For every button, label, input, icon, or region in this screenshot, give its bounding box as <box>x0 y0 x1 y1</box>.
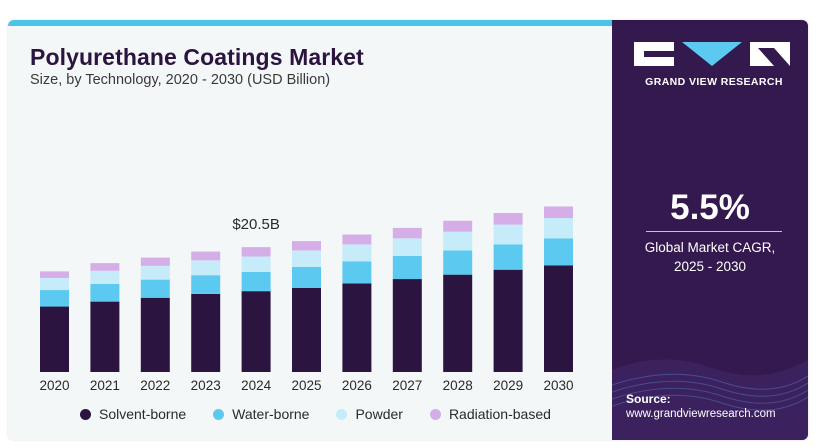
bar-2022-water-borne <box>140 279 170 298</box>
bar-2029-water-borne <box>493 244 523 270</box>
x-tick-label-2029: 2029 <box>493 378 523 393</box>
bar-2023-radiation-based <box>191 251 221 261</box>
bar-2026-powder <box>342 244 372 262</box>
bar-2025-solvent-borne <box>292 287 321 372</box>
x-tick-label-2024: 2024 <box>241 378 272 393</box>
bar-2028-solvent-borne <box>443 274 473 372</box>
legend-swatch-powder <box>336 408 348 420</box>
x-tick-label-2020: 2020 <box>39 378 69 393</box>
bar-2023-water-borne <box>191 275 221 294</box>
cagr-label-line1: Global Market CAGR, <box>644 240 776 255</box>
stacked-bar-chart: 2020 2021 2022 2023 2024 $20.5B 2025 2026 2027 20… <box>39 206 574 393</box>
bar-2020-radiation-based <box>40 271 69 278</box>
brand-name: GRAND VIEW RESEARCH <box>645 76 783 88</box>
bar-2025-radiation-based <box>292 241 321 251</box>
x-tick-label-2026: 2026 <box>342 378 372 393</box>
legend-item-solvent-borne: Solvent-borne <box>80 406 186 422</box>
bar-2030-water-borne <box>544 238 573 266</box>
bar-2026-water-borne <box>342 261 372 284</box>
legend-label-water-borne: Water-borne <box>232 406 310 422</box>
legend-item-powder: Powder <box>336 406 403 422</box>
bar-2028-powder <box>443 231 473 251</box>
bar-2024-solvent-borne <box>241 291 271 372</box>
bar-2025-powder <box>292 250 321 267</box>
bar-2020-solvent-borne <box>40 306 69 372</box>
legend-label-radiation-based: Radiation-based <box>448 406 551 422</box>
bar-2024-water-borne <box>241 271 271 292</box>
source-label: Source: <box>626 392 671 406</box>
bar-2026-radiation-based <box>342 234 372 245</box>
x-tick-label-2030: 2030 <box>543 378 573 393</box>
bar-2021-water-borne <box>90 284 120 302</box>
cagr-label: Global Market CAGR, 2025 - 2030 <box>612 238 808 276</box>
bar-2027-solvent-borne <box>392 279 422 372</box>
chart-legend: Solvent-borne Water-borne Powder Radiati… <box>80 406 578 422</box>
bar-2022-solvent-borne <box>140 297 170 372</box>
bar-2022-radiation-based <box>140 257 170 266</box>
bar-2029-solvent-borne <box>493 269 523 372</box>
legend-swatch-water-borne <box>213 408 225 420</box>
bar-2030-powder <box>544 218 573 239</box>
decorative-wave <box>612 359 808 440</box>
bar-2024-powder <box>241 256 271 272</box>
legend-item-radiation-based: Radiation-based <box>429 406 551 422</box>
bar-2021-radiation-based <box>90 263 120 271</box>
bar-2024-radiation-based <box>241 247 271 257</box>
chart-subtitle: Size, by Technology, 2020 - 2030 (USD Bi… <box>30 72 331 88</box>
legend-label-powder: Powder <box>355 406 403 422</box>
bar-2020-powder <box>40 277 69 291</box>
report-card: Polyurethane Coatings Market Size, by Te… <box>8 20 808 440</box>
sidebar-panel: GRAND VIEW RESEARCH 5.5% Global Market C… <box>612 20 808 440</box>
legend-label-solvent-borne: Solvent-borne <box>99 406 187 422</box>
legend-swatch-radiation-based <box>429 408 441 420</box>
bar-2029-powder <box>493 224 523 245</box>
legend-swatch-solvent-borne <box>80 408 91 420</box>
legend-item-water-borne: Water-borne <box>213 406 309 422</box>
source-link[interactable]: www.grandviewresearch.com <box>626 408 776 420</box>
x-tick-label-2027: 2027 <box>392 378 422 393</box>
bar-2023-solvent-borne <box>191 293 221 372</box>
x-tick-label-2023: 2023 <box>191 378 221 393</box>
x-tick-label-2021: 2021 <box>90 378 120 393</box>
cagr-value: 5.5% <box>670 188 750 227</box>
bar-2029-radiation-based <box>493 213 523 225</box>
bar-2020-water-borne <box>40 290 69 307</box>
bar-annotation-2024: $20.5B <box>232 216 280 233</box>
accent-bar <box>8 20 612 26</box>
bar-2026-solvent-borne <box>342 283 372 372</box>
cagr-label-line2: 2025 - 2030 <box>673 259 747 274</box>
chart-panel: Polyurethane Coatings Market Size, by Te… <box>8 26 612 440</box>
bar-2027-powder <box>392 238 422 256</box>
x-tick-label-2028: 2028 <box>443 378 473 393</box>
bar-2030-radiation-based <box>544 206 573 218</box>
bar-2030-solvent-borne <box>544 265 573 372</box>
x-tick-label-2025: 2025 <box>291 378 321 393</box>
x-tick-label-2022: 2022 <box>140 378 170 393</box>
bar-2027-water-borne <box>392 255 422 280</box>
cagr-divider <box>646 231 782 232</box>
bar-2027-radiation-based <box>392 227 422 239</box>
bar-2022-powder <box>140 265 170 280</box>
bar-2021-solvent-borne <box>90 301 120 372</box>
bar-2021-powder <box>90 270 120 284</box>
bar-2028-radiation-based <box>443 220 473 232</box>
brand-logo <box>634 42 790 66</box>
bar-2028-water-borne <box>443 250 473 275</box>
bar-2025-water-borne <box>292 266 321 288</box>
chart-title: Polyurethane Coatings Market <box>30 44 364 70</box>
bar-2023-powder <box>191 260 221 276</box>
